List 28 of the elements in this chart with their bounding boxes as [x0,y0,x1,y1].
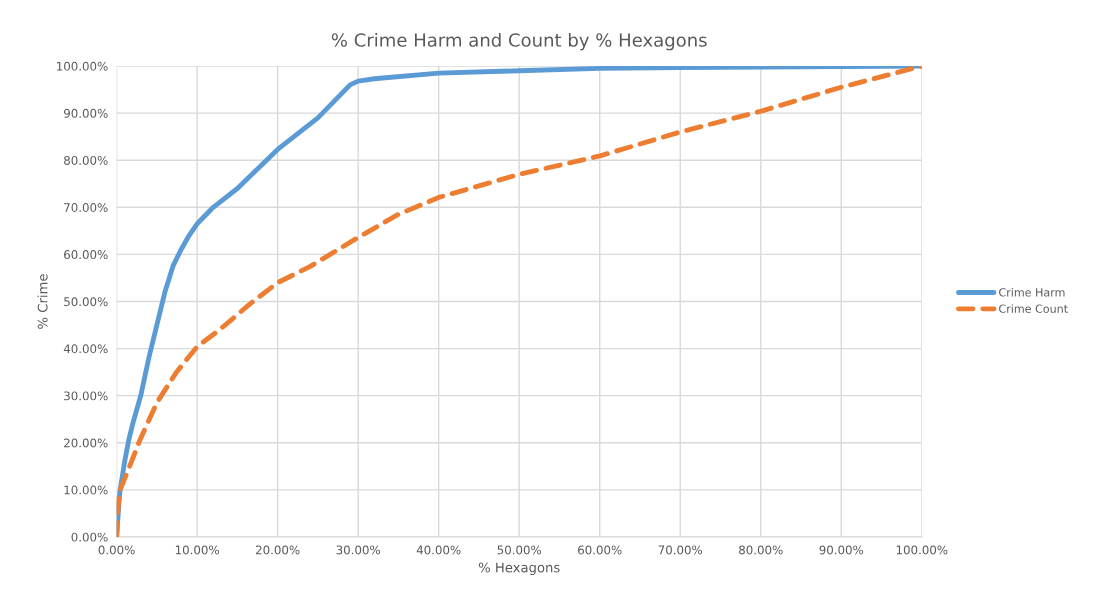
chart-title: % Crime Harm and Count by % Hexagons [331,32,707,51]
y-tick-label: 90.00% [64,108,108,118]
x-tick-label: 100.00% [896,545,948,555]
x-tick-label: 10.00% [175,545,219,555]
x-tick-label: 0.00% [98,545,135,555]
x-tick-label: 20.00% [256,545,300,555]
x-tick-label: 50.00% [497,545,542,555]
legend-label: Crime Harm [999,287,1065,297]
x-tick-label: 90.00% [819,545,864,555]
x-tick-label: 70.00% [658,545,703,555]
x-tick-label: 30.00% [336,545,381,555]
y-tick-label: 10.00% [64,485,108,495]
y-tick-label: 0.00% [71,532,108,542]
x-axis-title: % Hexagons [478,562,560,575]
y-tick-label: 80.00% [64,155,108,165]
legend-label: Crime Count [999,304,1068,313]
y-tick-label: 70.00% [64,203,108,212]
y-axis-title: % Crime [37,274,48,329]
y-tick-label: 60.00% [64,250,108,260]
x-tick-label: 60.00% [578,545,622,555]
x-tick-label: 80.00% [739,545,783,555]
y-tick-label: 40.00% [63,344,108,354]
y-tick-label: 100.00% [57,61,108,71]
y-tick-label: 50.00% [64,297,108,307]
y-tick-label: 20.00% [64,438,108,448]
y-tick-label: 30.00% [64,391,108,401]
x-tick-label: 40.00% [416,545,461,555]
line-series [116,66,922,537]
